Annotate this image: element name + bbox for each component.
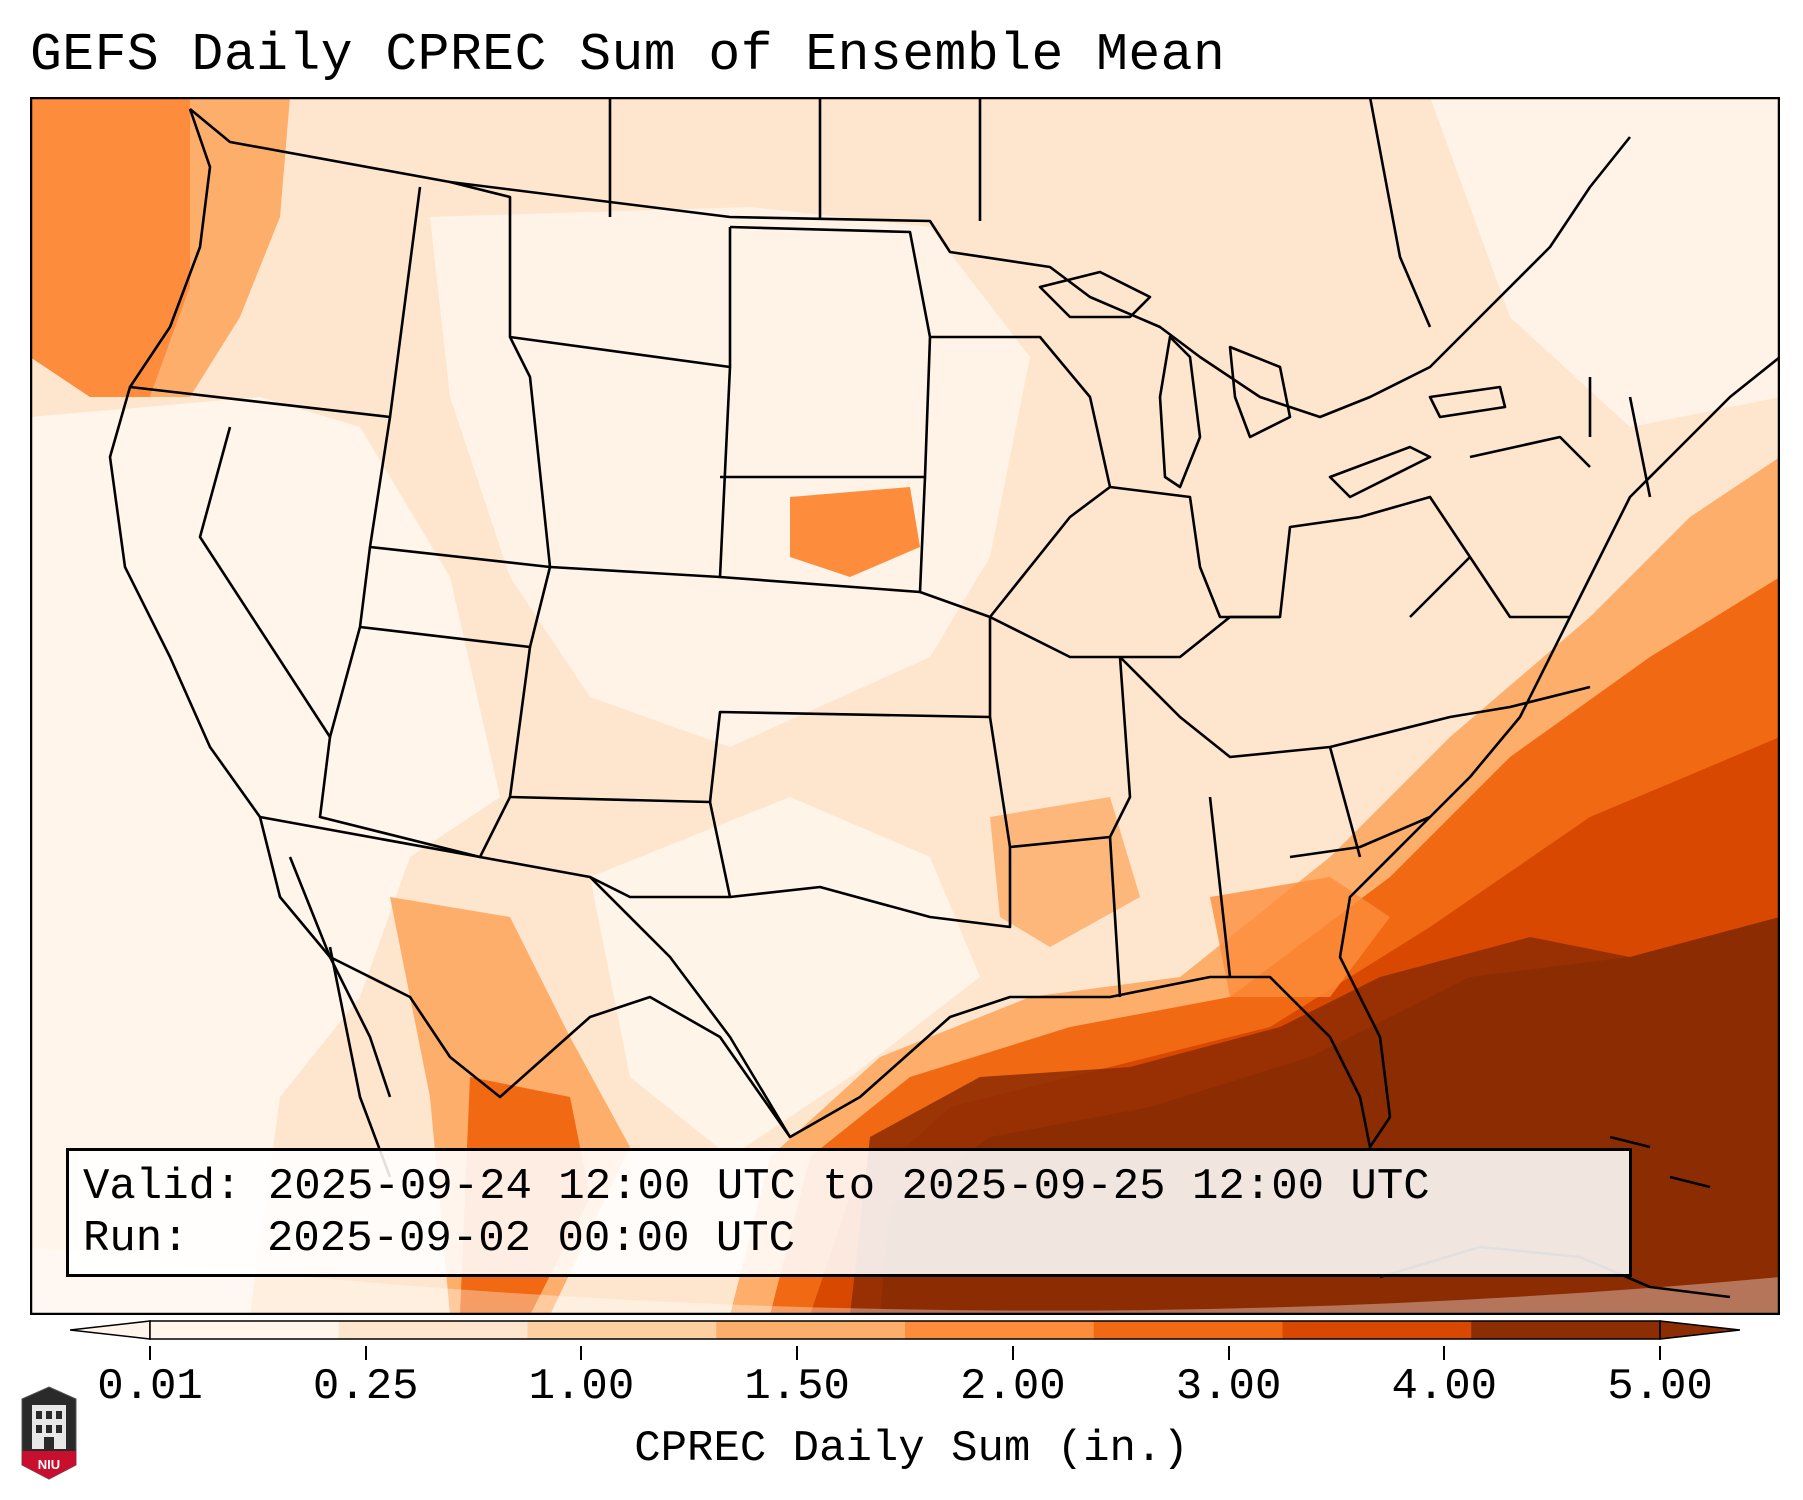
svg-text:NIU: NIU bbox=[38, 1457, 60, 1472]
precip-field-northeast bbox=[1430, 97, 1780, 427]
map-title: GEFS Daily CPREC Sum of Ensemble Mean bbox=[30, 25, 1226, 85]
colorbar-tick bbox=[580, 1346, 583, 1360]
colorbar-tick-label: 0.25 bbox=[312, 1362, 419, 1412]
mexico-border bbox=[259, 815, 792, 1138]
map-frame bbox=[30, 97, 1780, 1315]
colorbar-segment bbox=[1471, 1321, 1661, 1339]
colorbar-extend-low bbox=[69, 1320, 151, 1340]
colorbar-tick-label: 3.00 bbox=[1175, 1362, 1282, 1412]
precipitation-map bbox=[30, 97, 1780, 1315]
colorbar-tick-label: 2.00 bbox=[960, 1362, 1066, 1412]
colorbar-segment bbox=[905, 1321, 1095, 1339]
colorbar-tick bbox=[1443, 1346, 1446, 1360]
colorbar-tick bbox=[364, 1346, 367, 1360]
colorbar-segment bbox=[150, 1321, 340, 1339]
valid-value: 2025-09-24 12:00 UTC to 2025-09-25 12:00… bbox=[267, 1162, 1430, 1212]
colorbar-frame bbox=[149, 1320, 1661, 1340]
precip-field-arkansas bbox=[990, 797, 1140, 947]
niu-logo: NIU bbox=[20, 1385, 78, 1481]
colorbar-tick-label: 1.50 bbox=[744, 1362, 850, 1412]
run-row: Run: 2025-09-02 00:00 UTC bbox=[83, 1213, 795, 1265]
validity-info-box: Valid: 2025-09-24 12:00 UTC to 2025-09-2… bbox=[66, 1148, 1632, 1277]
colorbar-tick-label: 1.00 bbox=[528, 1362, 635, 1412]
colorbar-tick bbox=[1659, 1346, 1661, 1360]
precip-field-west bbox=[30, 397, 500, 1315]
run-value: 2025-09-02 00:00 UTC bbox=[267, 1214, 796, 1264]
lake-erie bbox=[1328, 445, 1432, 499]
colorbar-tick-label: 0.01 bbox=[97, 1362, 203, 1412]
canada-border bbox=[189, 107, 1632, 419]
colorbar-tick bbox=[796, 1346, 799, 1360]
run-label: Run: bbox=[83, 1214, 189, 1264]
colorbar-tick bbox=[149, 1346, 151, 1360]
lake-huron bbox=[1228, 345, 1292, 439]
colorbar-segment bbox=[527, 1321, 717, 1339]
colorbar-label: CPREC Daily Sum (in.) bbox=[634, 1424, 1189, 1474]
colorbar-tick bbox=[1011, 1346, 1014, 1360]
valid-label: Valid: bbox=[83, 1162, 242, 1212]
lake-ontario bbox=[1428, 385, 1507, 419]
colorbar-tick bbox=[1227, 1346, 1230, 1360]
colorbar bbox=[69, 1315, 1741, 1345]
precip-field-nebraska bbox=[790, 487, 920, 577]
colorbar-segment bbox=[716, 1321, 906, 1339]
colorbar-segment bbox=[338, 1321, 528, 1339]
lake-michigan bbox=[1158, 335, 1202, 489]
domain-edge bbox=[30, 1247, 1780, 1315]
us-outline bbox=[108, 108, 1780, 1149]
colorbar-extend-high bbox=[1659, 1320, 1741, 1340]
lake-superior bbox=[1038, 270, 1152, 319]
state-boundaries bbox=[108, 97, 1780, 1299]
valid-row: Valid: 2025-09-24 12:00 UTC to 2025-09-2… bbox=[83, 1161, 1430, 1213]
colorbar-segment bbox=[1093, 1321, 1283, 1339]
precip-field-east-light bbox=[1130, 357, 1630, 717]
precip-field-pnw-edge bbox=[150, 97, 290, 397]
colorbar-tick-label: 4.00 bbox=[1391, 1362, 1498, 1412]
colorbar-segment bbox=[1282, 1321, 1472, 1339]
precip-field-texas bbox=[590, 797, 980, 1157]
colorbar-tick-label: 5.00 bbox=[1607, 1362, 1713, 1412]
